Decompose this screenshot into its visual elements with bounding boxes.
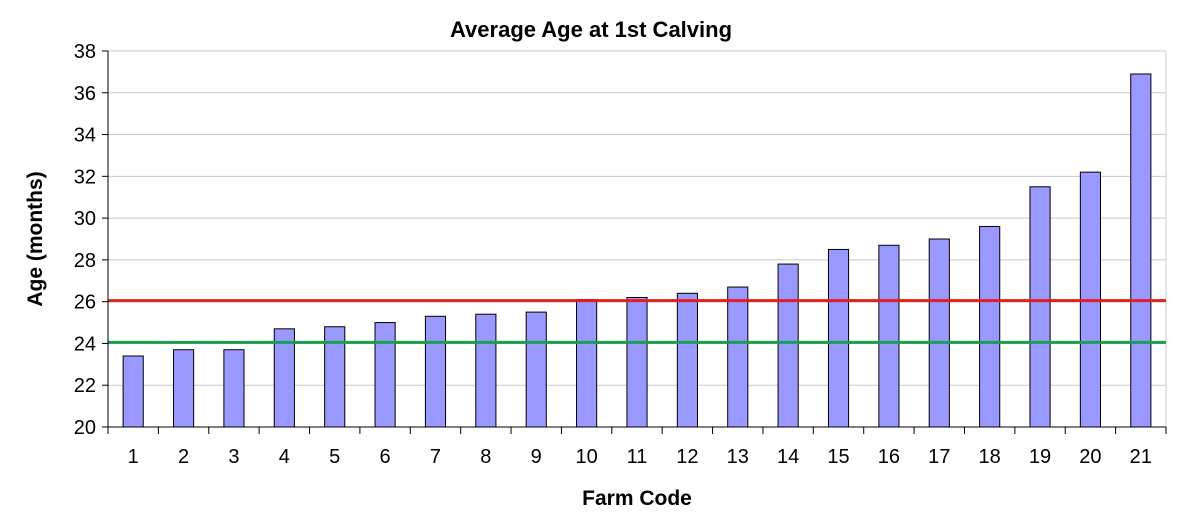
bar-6 xyxy=(374,322,396,428)
bar-15 xyxy=(827,248,850,428)
bar-10 xyxy=(576,299,598,428)
x-tick-label: 9 xyxy=(531,446,542,468)
x-tick-label: 6 xyxy=(380,446,391,468)
x-tick-label: 5 xyxy=(329,446,340,468)
x-tick-label: 21 xyxy=(1130,446,1152,468)
y-tick-label: 36 xyxy=(74,83,96,105)
x-tick-label: 3 xyxy=(228,446,239,468)
bars xyxy=(122,73,1152,428)
bar-17 xyxy=(928,238,950,428)
x-tick-label: 20 xyxy=(1079,446,1101,468)
bar-14 xyxy=(777,263,799,428)
x-tick-label: 16 xyxy=(878,446,900,468)
y-tick-label: 20 xyxy=(74,417,96,439)
bar-8 xyxy=(475,313,497,428)
x-tick-label: 7 xyxy=(430,446,441,468)
bar-11 xyxy=(626,296,648,428)
y-tick-labels: 20 22 24 26 28 30 32 34 36 38 xyxy=(74,41,96,439)
bar-12 xyxy=(676,292,698,428)
bar-7 xyxy=(424,315,447,428)
bar-18 xyxy=(979,225,1001,428)
x-tick-label: 2 xyxy=(178,446,189,468)
bar-2 xyxy=(172,349,195,428)
x-tick-label: 4 xyxy=(279,446,290,468)
y-tick-label: 24 xyxy=(74,333,96,355)
x-tick-label: 12 xyxy=(676,446,698,468)
x-tick-label: 13 xyxy=(727,446,749,468)
bar-19 xyxy=(1029,186,1051,428)
x-tick-label: 15 xyxy=(827,446,849,468)
bar-16 xyxy=(878,244,900,428)
reference-lines xyxy=(108,299,1166,344)
x-tick-label: 18 xyxy=(979,446,1001,468)
x-tick-label: 19 xyxy=(1029,446,1051,468)
y-tick-label: 34 xyxy=(74,125,96,147)
bar-1 xyxy=(122,355,144,428)
y-axis-title: Age (months) xyxy=(24,171,47,306)
x-tick-label: 11 xyxy=(627,446,648,468)
bar-3 xyxy=(223,349,245,428)
x-tick-label: 8 xyxy=(480,446,491,468)
x-axis-title: Farm Code xyxy=(582,487,692,510)
bar-9 xyxy=(525,311,547,428)
y-tick-label: 22 xyxy=(74,375,96,397)
y-tick-label: 38 xyxy=(74,41,96,63)
x-tick-label: 10 xyxy=(575,446,597,468)
x-tick-labels: 1 2 3 4 5 6 7 8 9 10 11 12 13 14 15 16 17 18 19 20 21 xyxy=(128,446,1152,468)
y-tick-label: 28 xyxy=(74,250,96,272)
axes xyxy=(102,50,1167,434)
bar-21 xyxy=(1130,73,1152,428)
y-tick-label: 30 xyxy=(74,208,96,230)
x-tick-label: 14 xyxy=(777,446,799,468)
x-tick-label: 1 xyxy=(128,446,139,468)
x-tick-label: 17 xyxy=(928,446,950,468)
bar-13 xyxy=(727,286,749,428)
y-tick-label: 32 xyxy=(74,166,96,188)
y-tick-label: 26 xyxy=(74,292,96,314)
chart-title: Average Age at 1st Calving xyxy=(450,17,732,42)
